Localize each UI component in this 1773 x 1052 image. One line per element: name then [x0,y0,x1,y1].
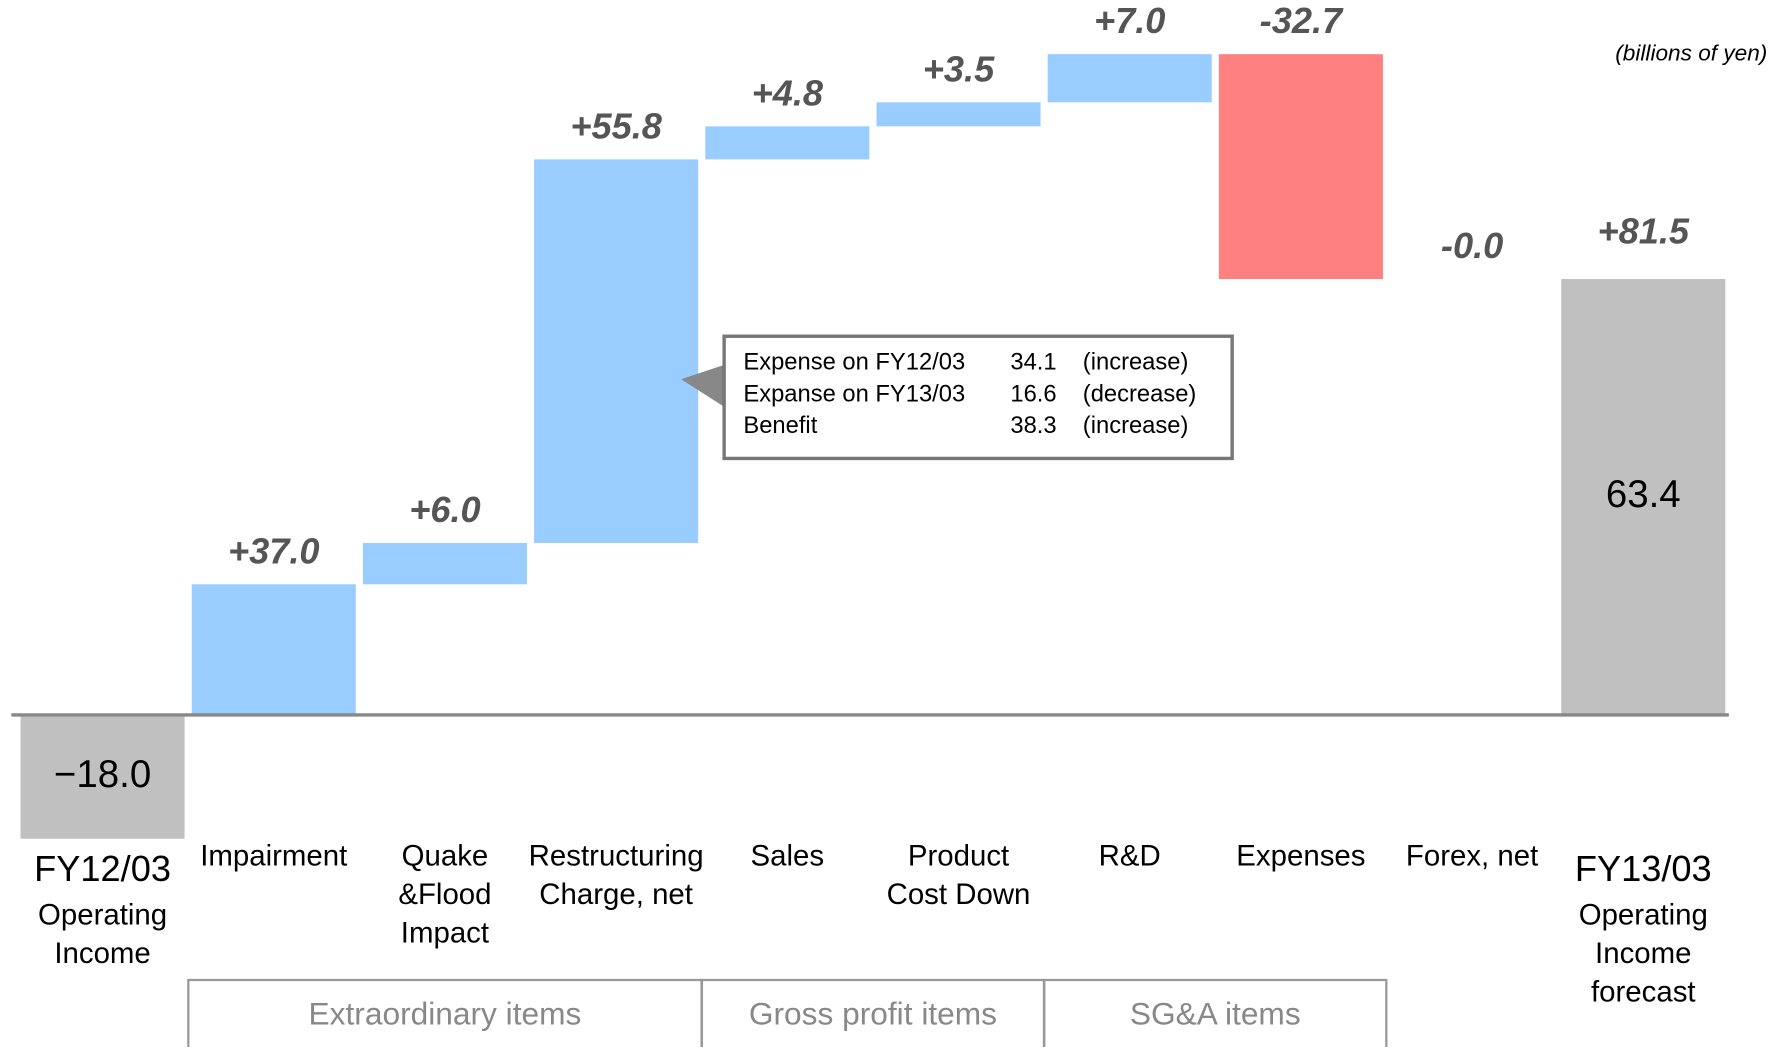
callout-text: (decrease) [1083,380,1197,407]
callout-text: (increase) [1083,412,1189,439]
value-label: −18.0 [54,753,151,796]
group-label: SG&A items [1130,996,1301,1032]
callout-box [722,334,1234,461]
bar [20,714,185,839]
callout-text: (increase) [1083,349,1189,376]
value-label: +7.0 [1094,0,1165,41]
x-tick-label: FY13/03 [1575,848,1712,889]
x-tick-label: Income [1595,937,1691,970]
x-tick-label: Product [908,840,1009,873]
x-tick-label: Operating [1579,898,1708,931]
x-tick-label: Impact [401,917,489,950]
value-label: +37.0 [228,530,320,571]
bar [1047,54,1212,103]
bar [534,159,699,544]
x-tick-label: Cost Down [887,878,1031,911]
callout-pointer [681,364,726,408]
x-tick-label: &Flood [398,878,491,911]
bar [876,102,1041,127]
x-tick-label: forecast [1591,975,1696,1008]
value-label: +55.8 [570,105,662,146]
x-tick-label: Expenses [1236,840,1365,873]
bar [362,543,527,585]
bar [191,584,356,715]
x-tick-label: Impairment [200,840,347,873]
value-label: -32.7 [1260,0,1344,41]
group-label: Extraordinary items [309,996,582,1032]
callout-text: 38.3 [1010,412,1056,439]
value-label: +4.8 [752,72,824,113]
value-label: -0.0 [1441,225,1503,266]
x-tick-label: Charge, net [539,878,693,911]
x-tick-label: Quake [402,840,489,873]
value-label: +3.5 [923,48,995,89]
group-bracket [1043,978,1388,1052]
callout-text: Expanse on FY13/03 [743,380,965,407]
x-tick-label: Operating [38,898,167,931]
callout-text: Expense on FY12/03 [743,349,965,376]
x-tick-label: Income [54,937,150,970]
value-label: 63.4 [1606,473,1681,516]
total-change-label: +81.5 [1597,210,1689,251]
unit-label: (billions of yen) [1615,40,1767,65]
callout-text: 34.1 [1010,349,1056,376]
value-label: +6.0 [409,489,480,530]
x-tick-label: R&D [1099,840,1161,873]
callout-text: 16.6 [1010,380,1056,407]
x-tick-label: Sales [751,840,825,873]
bar [1561,279,1726,715]
bar [705,126,870,160]
x-tick-label: Forex, net [1406,840,1538,873]
bar [1218,54,1383,280]
group-label: Gross profit items [749,996,997,1032]
x-tick-label: Restructuring [529,840,704,873]
callout-text: Benefit [743,412,817,439]
x-tick-label: FY12/03 [34,848,171,889]
